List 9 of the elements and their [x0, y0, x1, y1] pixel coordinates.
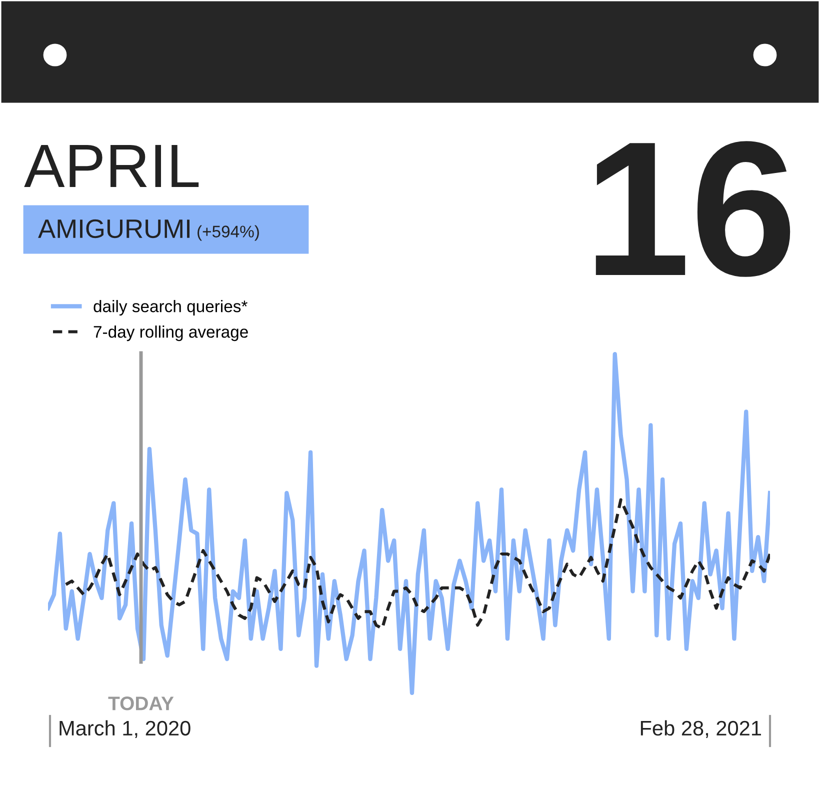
text: March 1, 2020	[60, 720, 190, 738]
text: (+594%)	[198, 225, 259, 241]
chart-subtitle: AMIGURUMI	[38, 219, 190, 238]
legend-label: daily search queries*	[94, 300, 248, 316]
text: Feb 28, 2021	[640, 720, 761, 738]
legend-label: 7-day rolling average	[94, 326, 248, 342]
chart-title: APRIL	[24, 144, 199, 187]
text: 16	[596, 141, 790, 277]
text: TODAY	[108, 696, 174, 710]
